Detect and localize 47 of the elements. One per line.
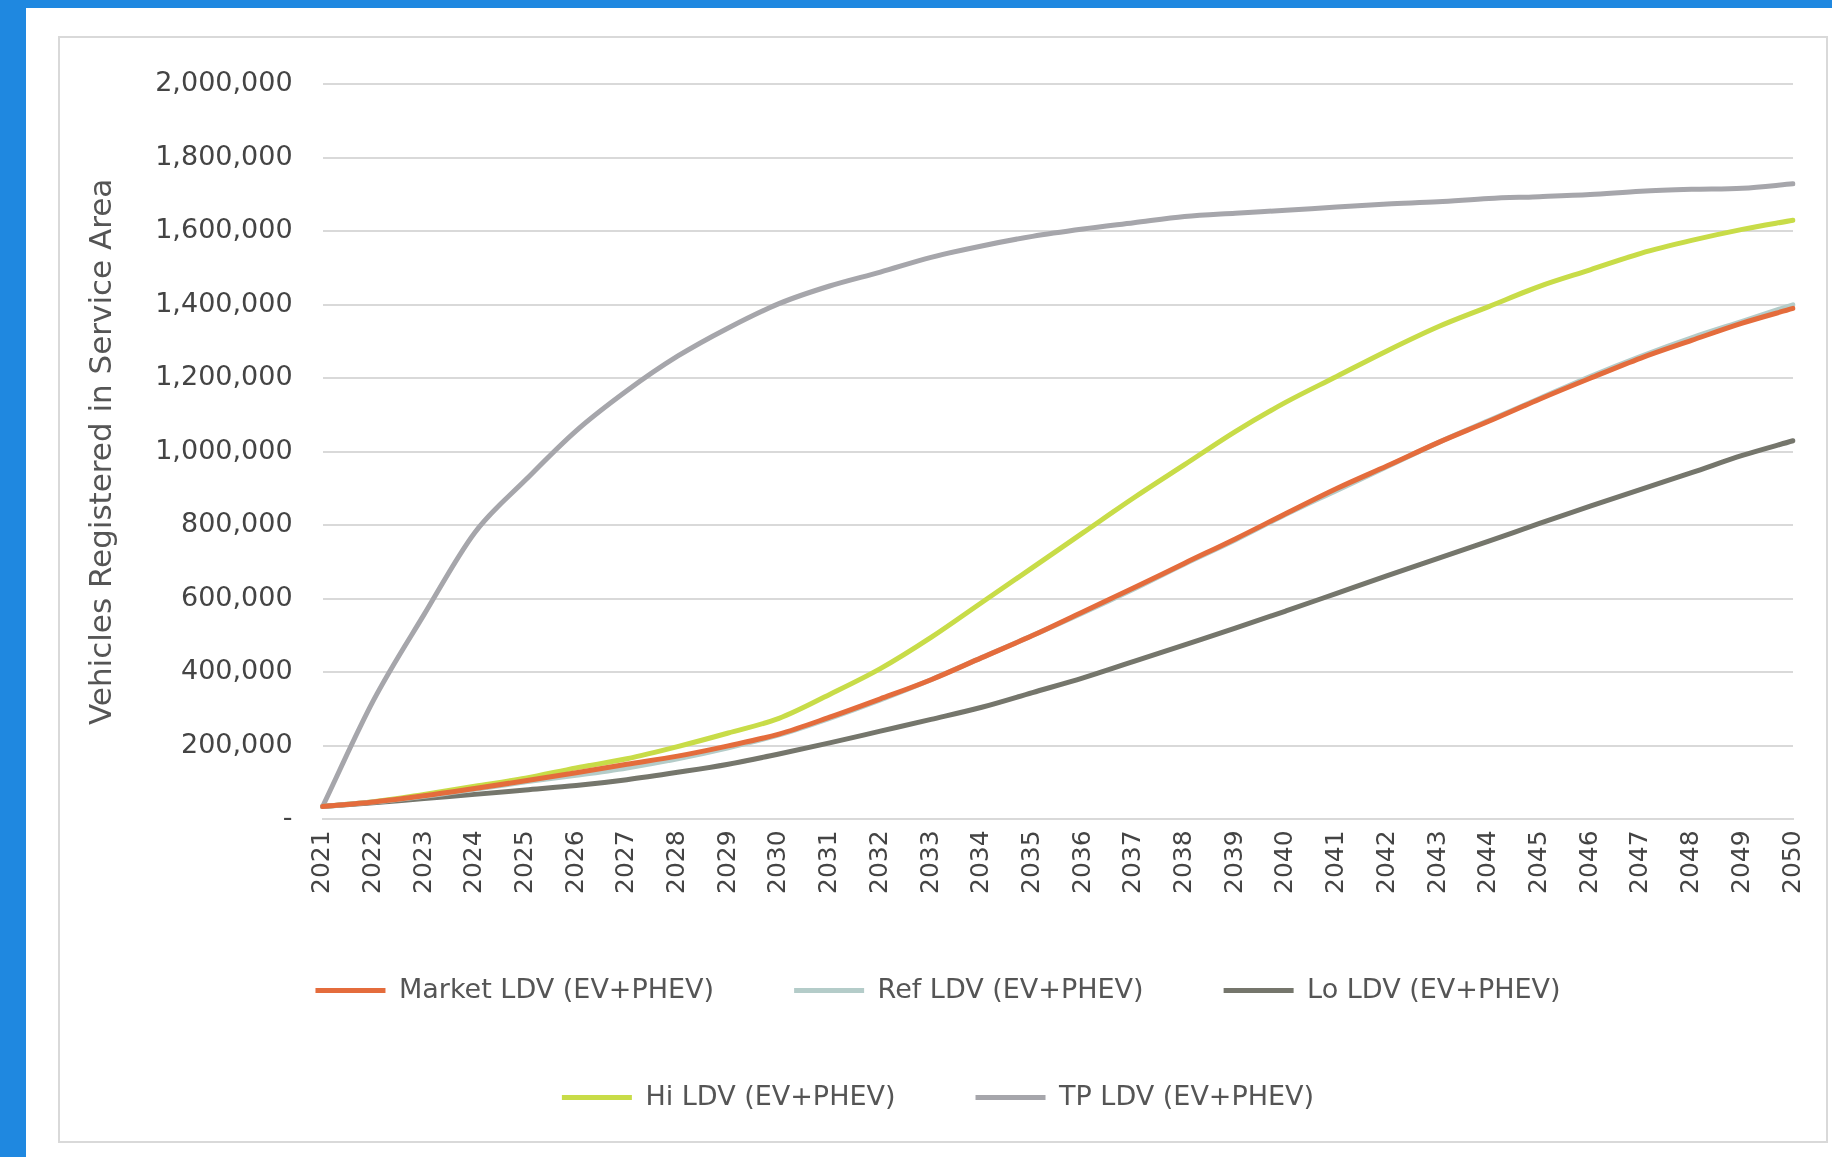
x-tick-label: 2026	[559, 830, 589, 894]
legend-label: Market LDV (EV+PHEV)	[398, 972, 715, 1004]
legend-label: Lo LDV (EV+PHEV)	[1307, 972, 1561, 1004]
x-tick-label: 2025	[508, 830, 538, 894]
y-tick-label: 200,000	[180, 727, 293, 759]
x-tick-label: 2031	[813, 830, 843, 894]
legend-label: Ref LDV (EV+PHEV)	[877, 972, 1144, 1004]
x-tick-label: 2037	[1117, 830, 1147, 894]
y-tick-label: 2,000,000	[155, 66, 293, 98]
y-tick-label: 1,200,000	[155, 360, 293, 392]
y-axis-title: Vehicles Registered in Service Area	[81, 178, 118, 725]
x-tick-label: 2033	[914, 830, 944, 894]
legend-label: Hi LDV (EV+PHEV)	[645, 1079, 896, 1111]
y-tick-label: 1,800,000	[155, 139, 293, 171]
x-tick-label: 2028	[661, 830, 691, 894]
x-tick-label: 2040	[1269, 830, 1299, 894]
x-tick-label: 2048	[1675, 830, 1705, 894]
x-tick-label: 2021	[306, 830, 336, 894]
x-tick-label: 2034	[965, 830, 995, 894]
x-tick-label: 2038	[1168, 830, 1198, 894]
y-tick-label: 1,000,000	[155, 433, 293, 465]
x-tick-label: 2043	[1421, 830, 1451, 894]
y-tick-label: 1,600,000	[155, 213, 293, 245]
y-tick-label: 400,000	[180, 654, 293, 686]
x-tick-label: 2035	[1015, 830, 1045, 894]
x-tick-label: 2022	[356, 830, 386, 894]
y-tick-label: 1,400,000	[155, 286, 293, 318]
y-tick-label: 800,000	[180, 507, 293, 539]
y-tick-label: 600,000	[180, 580, 293, 612]
x-tick-label: 2047	[1624, 830, 1654, 894]
x-tick-label: 2042	[1370, 830, 1400, 894]
x-tick-label: 2036	[1066, 830, 1096, 894]
x-tick-label: 2030	[762, 830, 792, 894]
x-tick-label: 2044	[1472, 830, 1502, 894]
x-tick-label: 2045	[1522, 830, 1552, 894]
x-tick-label: 2050	[1776, 830, 1806, 894]
x-tick-label: 2039	[1218, 830, 1248, 894]
x-tick-label: 2024	[458, 830, 488, 894]
y-tick-label: -	[282, 801, 293, 833]
x-tick-label: 2032	[863, 830, 893, 894]
x-tick-label: 2029	[711, 830, 741, 894]
legend-label: TP LDV (EV+PHEV)	[1058, 1079, 1315, 1111]
x-tick-label: 2041	[1320, 830, 1350, 894]
x-tick-label: 2023	[407, 830, 437, 894]
x-tick-label: 2049	[1725, 830, 1755, 894]
x-tick-label: 2046	[1573, 830, 1603, 894]
x-tick-label: 2027	[610, 830, 640, 894]
